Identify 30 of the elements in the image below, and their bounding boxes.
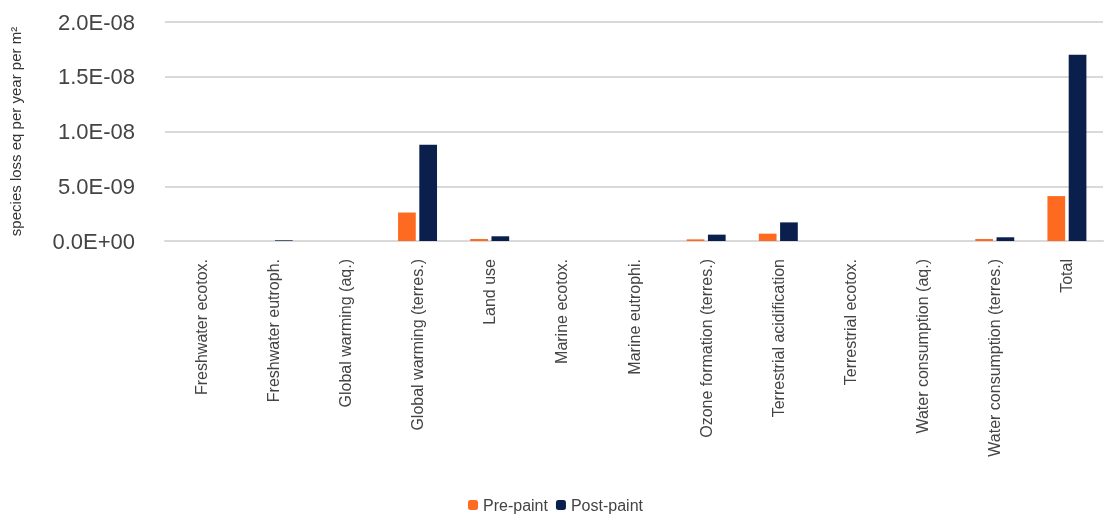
x-tick-label: Land use bbox=[481, 258, 499, 325]
x-tick-label: Global warming (terres.) bbox=[409, 259, 427, 431]
bar bbox=[1068, 54, 1087, 241]
x-tick-label: Freshwater eutroph. bbox=[264, 259, 282, 403]
x-tick-label: Freshwater ecotox. bbox=[192, 259, 210, 396]
x-tick-label: Water consumption (terres.) bbox=[986, 259, 1004, 457]
x-tick-label: Marine eutrophi. bbox=[625, 259, 643, 375]
bar bbox=[707, 234, 726, 241]
x-tick-label: Terrestrial acidification bbox=[769, 259, 787, 418]
y-axis-title: species loss eq per year per m² bbox=[7, 26, 24, 237]
x-tick-label: Global warming (aq.) bbox=[336, 259, 354, 408]
x-tick-label: Terrestrial ecotox. bbox=[841, 259, 859, 386]
bar bbox=[398, 212, 416, 241]
x-tick-label: Marine ecotox. bbox=[553, 259, 571, 364]
bar bbox=[996, 237, 1015, 241]
y-tick-label: 1.5E-08 bbox=[57, 64, 135, 90]
x-tick-label: Water consumption (aq.) bbox=[914, 259, 932, 434]
bar bbox=[419, 144, 438, 241]
x-tick-label: Ozone formation (terres.) bbox=[697, 259, 715, 438]
y-tick-label: 1.0E-08 bbox=[57, 119, 135, 144]
x-tick-label: Total bbox=[1058, 259, 1076, 293]
bar bbox=[1047, 196, 1066, 241]
legend-label: Post-paint bbox=[570, 496, 644, 514]
y-tick-label: 2.0E-08 bbox=[57, 9, 135, 35]
bar bbox=[491, 236, 510, 241]
y-tick-label: 0.0E+00 bbox=[52, 228, 135, 254]
bar bbox=[758, 233, 777, 241]
bar bbox=[780, 222, 798, 241]
legend-label: Pre-paint bbox=[483, 496, 549, 514]
y-tick-label: 5.0E-09 bbox=[57, 173, 135, 199]
